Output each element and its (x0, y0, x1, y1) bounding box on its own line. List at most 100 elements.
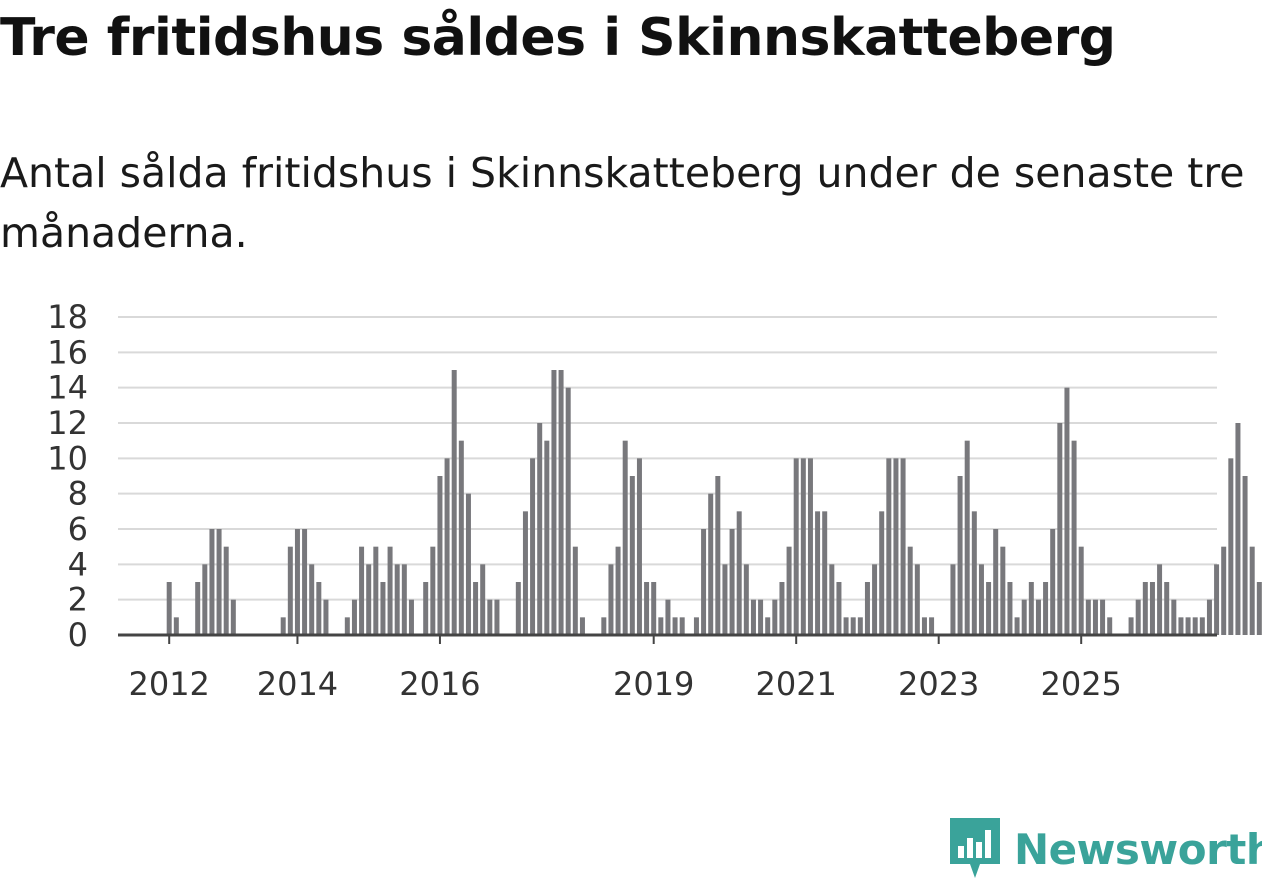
bar (230, 599, 236, 635)
bar (1214, 564, 1220, 635)
bar (323, 599, 329, 635)
bar (815, 511, 821, 635)
bar (579, 617, 585, 635)
bar (537, 423, 543, 635)
bar (280, 617, 286, 635)
bar (1221, 546, 1227, 635)
bar (1071, 440, 1077, 635)
bar (1178, 617, 1184, 635)
y-tick-label: 4 (68, 545, 88, 583)
bar (993, 529, 999, 635)
bar (359, 546, 365, 635)
bar (223, 546, 229, 635)
bar (544, 440, 550, 635)
bar (173, 617, 179, 635)
bar (644, 582, 650, 635)
bar (1028, 582, 1034, 635)
bar (793, 458, 799, 635)
bar (480, 564, 486, 635)
bar (729, 529, 735, 635)
bar (366, 564, 372, 635)
bar (1043, 582, 1049, 635)
bar (202, 564, 208, 635)
bar (864, 582, 870, 635)
bar (344, 617, 350, 635)
bar (693, 617, 699, 635)
y-tick-label: 2 (68, 581, 88, 619)
bar (779, 582, 785, 635)
bar (615, 546, 621, 635)
bar (929, 617, 935, 635)
bar (772, 599, 778, 635)
bar (1171, 599, 1177, 635)
bar (957, 476, 963, 635)
bar (530, 458, 536, 635)
bar (1007, 582, 1013, 635)
y-tick-label: 6 (68, 510, 88, 548)
bar (465, 493, 471, 635)
bar (458, 440, 464, 635)
bar (701, 529, 707, 635)
y-tick-label: 18 (47, 298, 88, 336)
bar (437, 476, 443, 635)
y-tick-label: 14 (47, 369, 88, 407)
bar (765, 617, 771, 635)
bar (1157, 564, 1163, 635)
bar (373, 546, 379, 635)
bar (166, 582, 172, 635)
bar (964, 440, 970, 635)
bar (401, 564, 407, 635)
bar (216, 529, 222, 635)
x-tick-label: 2019 (613, 665, 694, 703)
bar (1164, 582, 1170, 635)
bar (708, 493, 714, 635)
bar (629, 476, 635, 635)
bar (287, 546, 293, 635)
bar (551, 370, 557, 635)
bar (565, 387, 571, 635)
bar (294, 529, 300, 635)
x-tick-label: 2021 (755, 665, 836, 703)
bar (857, 617, 863, 635)
x-tick-label: 2012 (128, 665, 209, 703)
bar (1192, 617, 1198, 635)
bar (872, 564, 878, 635)
bar (893, 458, 899, 635)
bar (195, 582, 201, 635)
bar (1100, 599, 1106, 635)
bar (829, 564, 835, 635)
bar (1242, 476, 1248, 635)
x-tick-label: 2023 (898, 665, 979, 703)
bar (836, 582, 842, 635)
bar (387, 546, 393, 635)
bar (978, 564, 984, 635)
bar (558, 370, 564, 635)
bar (971, 511, 977, 635)
chart-title: Tre fritidshus såldes i Skinnskatteberg (0, 8, 1116, 68)
bar (209, 529, 215, 635)
x-tick-label: 2016 (399, 665, 480, 703)
y-tick-label: 16 (47, 333, 88, 371)
bar (672, 617, 678, 635)
bar (715, 476, 721, 635)
newsworthy-logo-icon (950, 818, 1000, 878)
bar (758, 599, 764, 635)
bar (986, 582, 992, 635)
bar (1228, 458, 1234, 635)
bar (1135, 599, 1141, 635)
bar (1064, 387, 1070, 635)
bar (451, 370, 457, 635)
bar (394, 564, 400, 635)
newsworthy-logo: Newsworthy (950, 818, 1262, 880)
bar (1256, 582, 1262, 635)
bar (430, 546, 436, 635)
x-tick-label: 2025 (1040, 665, 1121, 703)
bar (921, 617, 927, 635)
bar (622, 440, 628, 635)
bar (380, 582, 386, 635)
bar (679, 617, 685, 635)
bar (800, 458, 806, 635)
bar (1185, 617, 1191, 635)
bar (722, 564, 728, 635)
